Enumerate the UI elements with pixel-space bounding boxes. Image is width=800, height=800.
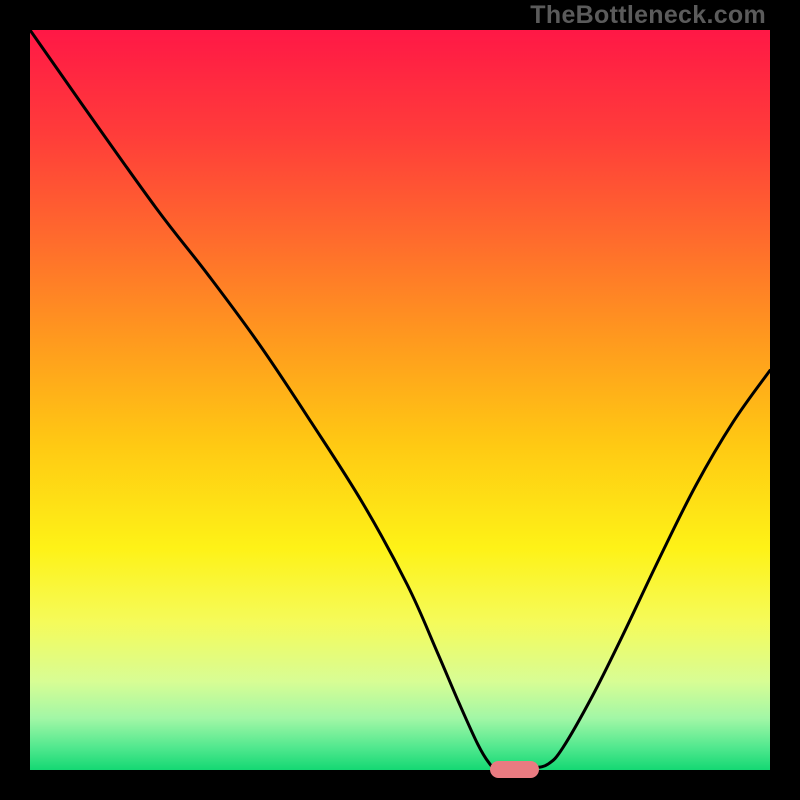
curve-layer [0, 0, 800, 800]
watermark-text: TheBottleneck.com [530, 1, 766, 30]
bottleneck-curve [30, 30, 770, 768]
chart-frame: TheBottleneck.com [0, 0, 800, 800]
optimal-marker [490, 761, 539, 778]
